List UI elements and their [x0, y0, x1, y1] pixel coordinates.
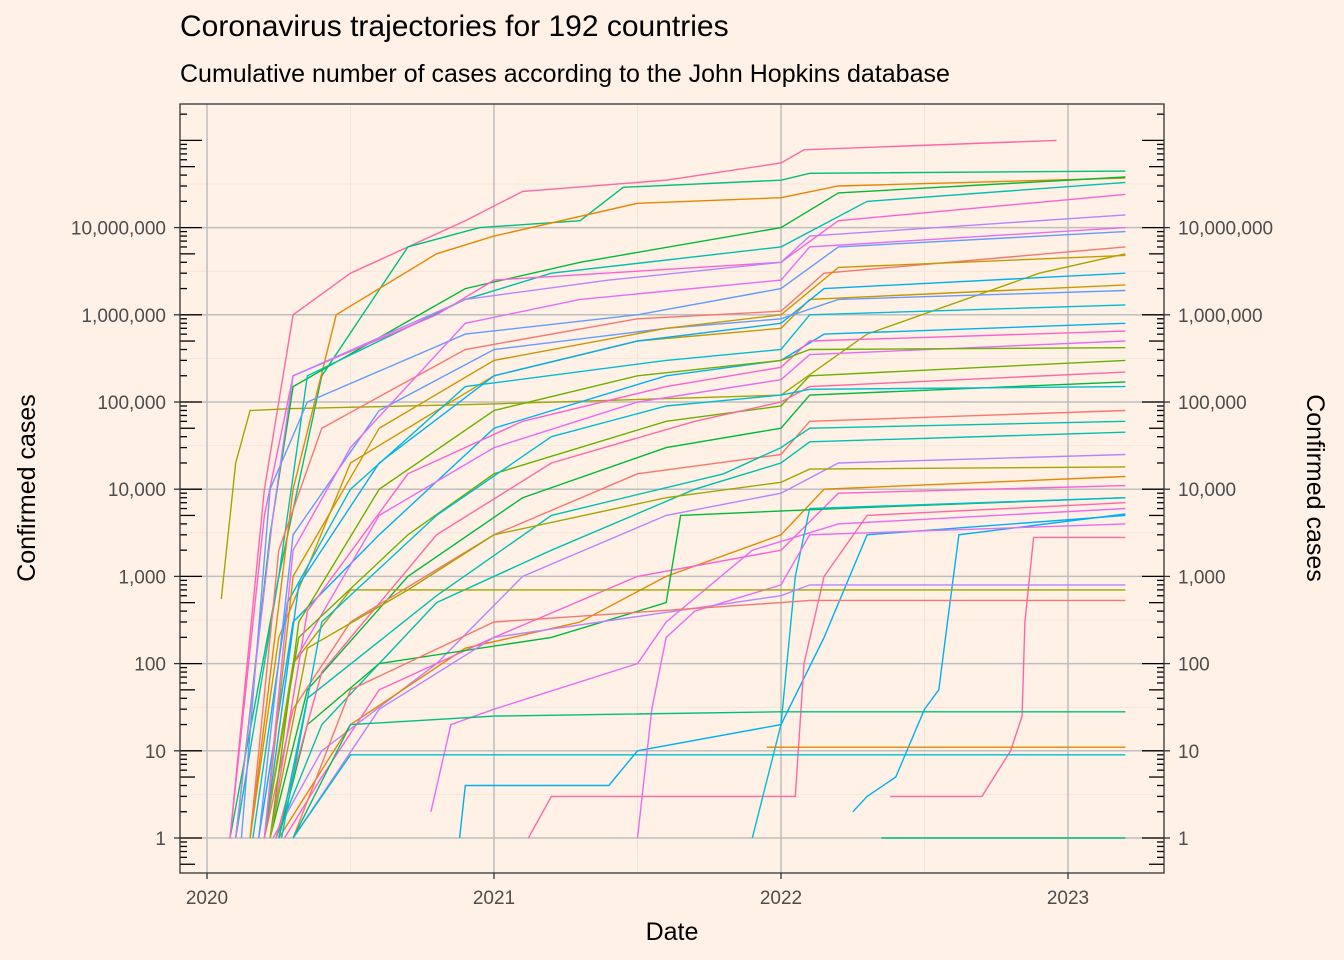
series-line [852, 513, 1126, 813]
y-tick-label-right: 100 [1178, 655, 1210, 676]
series-line [269, 347, 1126, 839]
series-line [229, 170, 1126, 839]
series-line [278, 475, 1126, 839]
y-tick-label-left: 10 [145, 742, 166, 763]
series-line [269, 330, 1126, 839]
y-tick-label-left: 10,000,000 [71, 219, 166, 240]
y-axis-title-right: Confirmed cases [1301, 394, 1329, 582]
series-line [258, 289, 1126, 839]
series-line [275, 371, 1126, 839]
series-line [249, 177, 1126, 839]
series-line [263, 409, 1126, 839]
chart-subtitle: Cumulative number of cases according to … [180, 60, 950, 88]
series-line [278, 497, 1126, 839]
series-line [252, 304, 1126, 839]
y-tick-label-right: 10,000 [1178, 480, 1236, 501]
x-tick-label: 2020 [186, 888, 228, 909]
x-axis-title: Date [646, 918, 699, 946]
series-line [235, 181, 1126, 839]
y-tick-label-right: 1,000 [1178, 567, 1226, 588]
series-line [258, 322, 1126, 839]
chart-title: Coronavirus trajectories for 192 countri… [180, 10, 729, 43]
series-line [263, 340, 1126, 839]
x-tick-label: 2021 [473, 888, 515, 909]
series-line [275, 431, 1126, 839]
series-line [263, 272, 1126, 839]
series-line [430, 507, 1126, 812]
series-line [272, 453, 1126, 839]
y-tick-label-left: 10,000 [108, 480, 166, 501]
series-line [240, 230, 1126, 839]
series-line [220, 253, 1126, 600]
series-line [229, 139, 1057, 839]
series-line [263, 359, 1126, 839]
series-line [249, 246, 1126, 839]
series-line [235, 176, 1126, 839]
series-line [890, 536, 1126, 798]
y-tick-label-right: 1,000,000 [1178, 306, 1263, 327]
y-tick-label-left: 1 [155, 829, 166, 850]
series-line [292, 754, 1126, 839]
series-line [263, 254, 1126, 839]
series-line [263, 589, 1126, 839]
y-tick-label-left: 100 [134, 655, 166, 676]
series-line [280, 385, 1126, 839]
y-tick-label-right: 10 [1178, 742, 1199, 763]
y-tick-label-right: 100,000 [1178, 393, 1247, 414]
series-line [292, 584, 1126, 839]
series-line [292, 599, 1126, 839]
y-tick-label-left: 100,000 [97, 393, 166, 414]
series-line [458, 514, 1126, 839]
y-tick-label-left: 1,000 [118, 567, 166, 588]
x-tick-label: 2023 [1047, 888, 1089, 909]
y-tick-label-left: 1,000,000 [81, 306, 166, 327]
series-line [278, 420, 1126, 839]
panel-border [179, 103, 1165, 874]
y-tick-label-right: 10,000,000 [1178, 219, 1273, 240]
y-axis-title-left: Confirmed cases [13, 394, 41, 582]
series-line [751, 497, 1126, 839]
series-line [292, 711, 1126, 839]
x-tick-label: 2022 [760, 888, 802, 909]
series-line [527, 502, 1126, 839]
y-tick-label-right: 1 [1178, 829, 1189, 850]
series-line [235, 214, 1126, 839]
series-line [636, 523, 1126, 839]
series-line [263, 226, 1126, 839]
series-line [269, 466, 1126, 839]
series-line [269, 381, 1126, 839]
